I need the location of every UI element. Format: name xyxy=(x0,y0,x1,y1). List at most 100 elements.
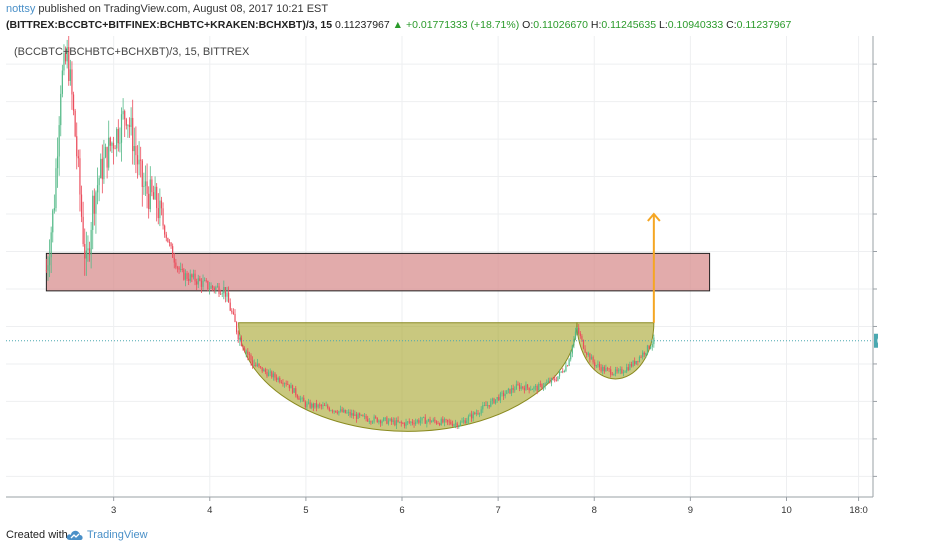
candle-body xyxy=(186,273,188,279)
chart-header: nottsy published on TradingView.com, Aug… xyxy=(0,0,932,36)
candle-body xyxy=(280,382,282,383)
candle-body xyxy=(60,93,62,126)
candle-body xyxy=(77,156,79,159)
candle-body xyxy=(461,421,463,423)
candle-body xyxy=(352,413,354,416)
candles xyxy=(45,36,655,430)
candle-body xyxy=(346,412,348,414)
open-label: O: xyxy=(522,19,534,31)
candle-body xyxy=(526,384,529,388)
candle-body xyxy=(408,421,410,423)
candle-body xyxy=(597,364,599,366)
candle-body xyxy=(482,405,484,410)
candle-body xyxy=(93,195,95,214)
candle-body xyxy=(148,193,150,210)
candle-body xyxy=(191,274,193,278)
candle-body xyxy=(228,292,230,303)
candle-body xyxy=(275,377,278,380)
candle-body xyxy=(595,365,597,367)
candle-body xyxy=(274,373,276,378)
candle-body xyxy=(640,356,642,358)
candle-body xyxy=(525,384,527,391)
candle-body xyxy=(411,421,414,424)
candle-body xyxy=(619,369,621,371)
candle-body xyxy=(498,397,500,401)
x-tick-label: 9 xyxy=(688,505,693,516)
chart-area[interactable]: 0.11237967 0.260000000.240000000.2200000… xyxy=(6,36,878,520)
candle-body xyxy=(103,157,105,180)
candle-body xyxy=(510,388,513,394)
candle-body xyxy=(202,280,204,287)
candle-body xyxy=(354,414,356,416)
candle-body xyxy=(509,388,511,394)
publish-line: nottsy published on TradingView.com, Aug… xyxy=(6,3,328,15)
candle-body xyxy=(120,114,123,143)
cup-shape xyxy=(238,322,578,432)
candle-body xyxy=(215,287,217,290)
candle-body xyxy=(375,416,377,418)
candle-body xyxy=(491,398,493,401)
candle-body xyxy=(52,210,54,233)
candle-body xyxy=(606,368,609,370)
candle-body xyxy=(400,421,402,424)
candle-body xyxy=(523,387,525,391)
candle-body xyxy=(651,344,653,347)
candle-body xyxy=(178,267,180,270)
x-tick-label: 7 xyxy=(495,505,500,516)
tradingview-link[interactable]: TradingView xyxy=(87,529,148,541)
candle-body xyxy=(112,142,115,149)
candle-body xyxy=(501,392,503,394)
candle-body xyxy=(474,412,476,414)
candle-body xyxy=(85,250,87,259)
price-chart[interactable]: 0.11237967 0.260000000.240000000.2200000… xyxy=(6,36,878,520)
candle-body xyxy=(282,382,284,385)
candle-body xyxy=(306,403,308,407)
candle-body xyxy=(442,419,444,423)
candle-body xyxy=(164,225,166,235)
candle-body xyxy=(256,363,258,366)
candle-body xyxy=(82,216,84,245)
high-label: H: xyxy=(590,19,602,31)
candle-body xyxy=(426,420,428,424)
candle-body xyxy=(245,351,247,353)
candle-body xyxy=(192,273,195,278)
candle-body xyxy=(285,383,287,385)
candle-body xyxy=(578,327,580,334)
axes: 0.260000000.240000000.220000000.20000000… xyxy=(6,36,877,516)
candle-body xyxy=(562,371,564,373)
candle-body xyxy=(515,384,517,390)
candle-body xyxy=(88,248,91,255)
candle-body xyxy=(504,394,506,397)
candle-body xyxy=(55,168,57,209)
candle-body xyxy=(253,365,255,366)
candle-body xyxy=(287,384,289,385)
candle-body xyxy=(472,412,474,419)
candle-body xyxy=(568,359,570,366)
candle-body xyxy=(453,424,455,426)
candle-body xyxy=(394,420,396,426)
current-price-tag xyxy=(874,333,878,348)
low-value: 0.10940333 xyxy=(667,19,724,31)
candle-body xyxy=(210,285,212,289)
candle-body xyxy=(368,421,370,423)
candle-body xyxy=(72,94,75,111)
candle-body xyxy=(493,398,495,404)
candle-body xyxy=(397,420,399,422)
candle-body xyxy=(475,412,477,414)
candle-body xyxy=(240,337,243,346)
author-link[interactable]: nottsy xyxy=(6,3,36,15)
candle-body xyxy=(100,158,102,179)
candle-body xyxy=(319,404,321,406)
candle-body xyxy=(108,137,110,168)
candle-body xyxy=(351,413,353,416)
candle-body xyxy=(48,257,51,266)
candle-body xyxy=(84,244,86,259)
candle-body xyxy=(439,423,441,426)
candle-body xyxy=(550,378,553,383)
candle-body xyxy=(69,69,71,81)
candle-body xyxy=(608,368,610,370)
candle-body xyxy=(349,411,351,416)
candle-body xyxy=(226,292,228,297)
candle-body xyxy=(74,110,76,137)
candle-body xyxy=(151,179,153,193)
